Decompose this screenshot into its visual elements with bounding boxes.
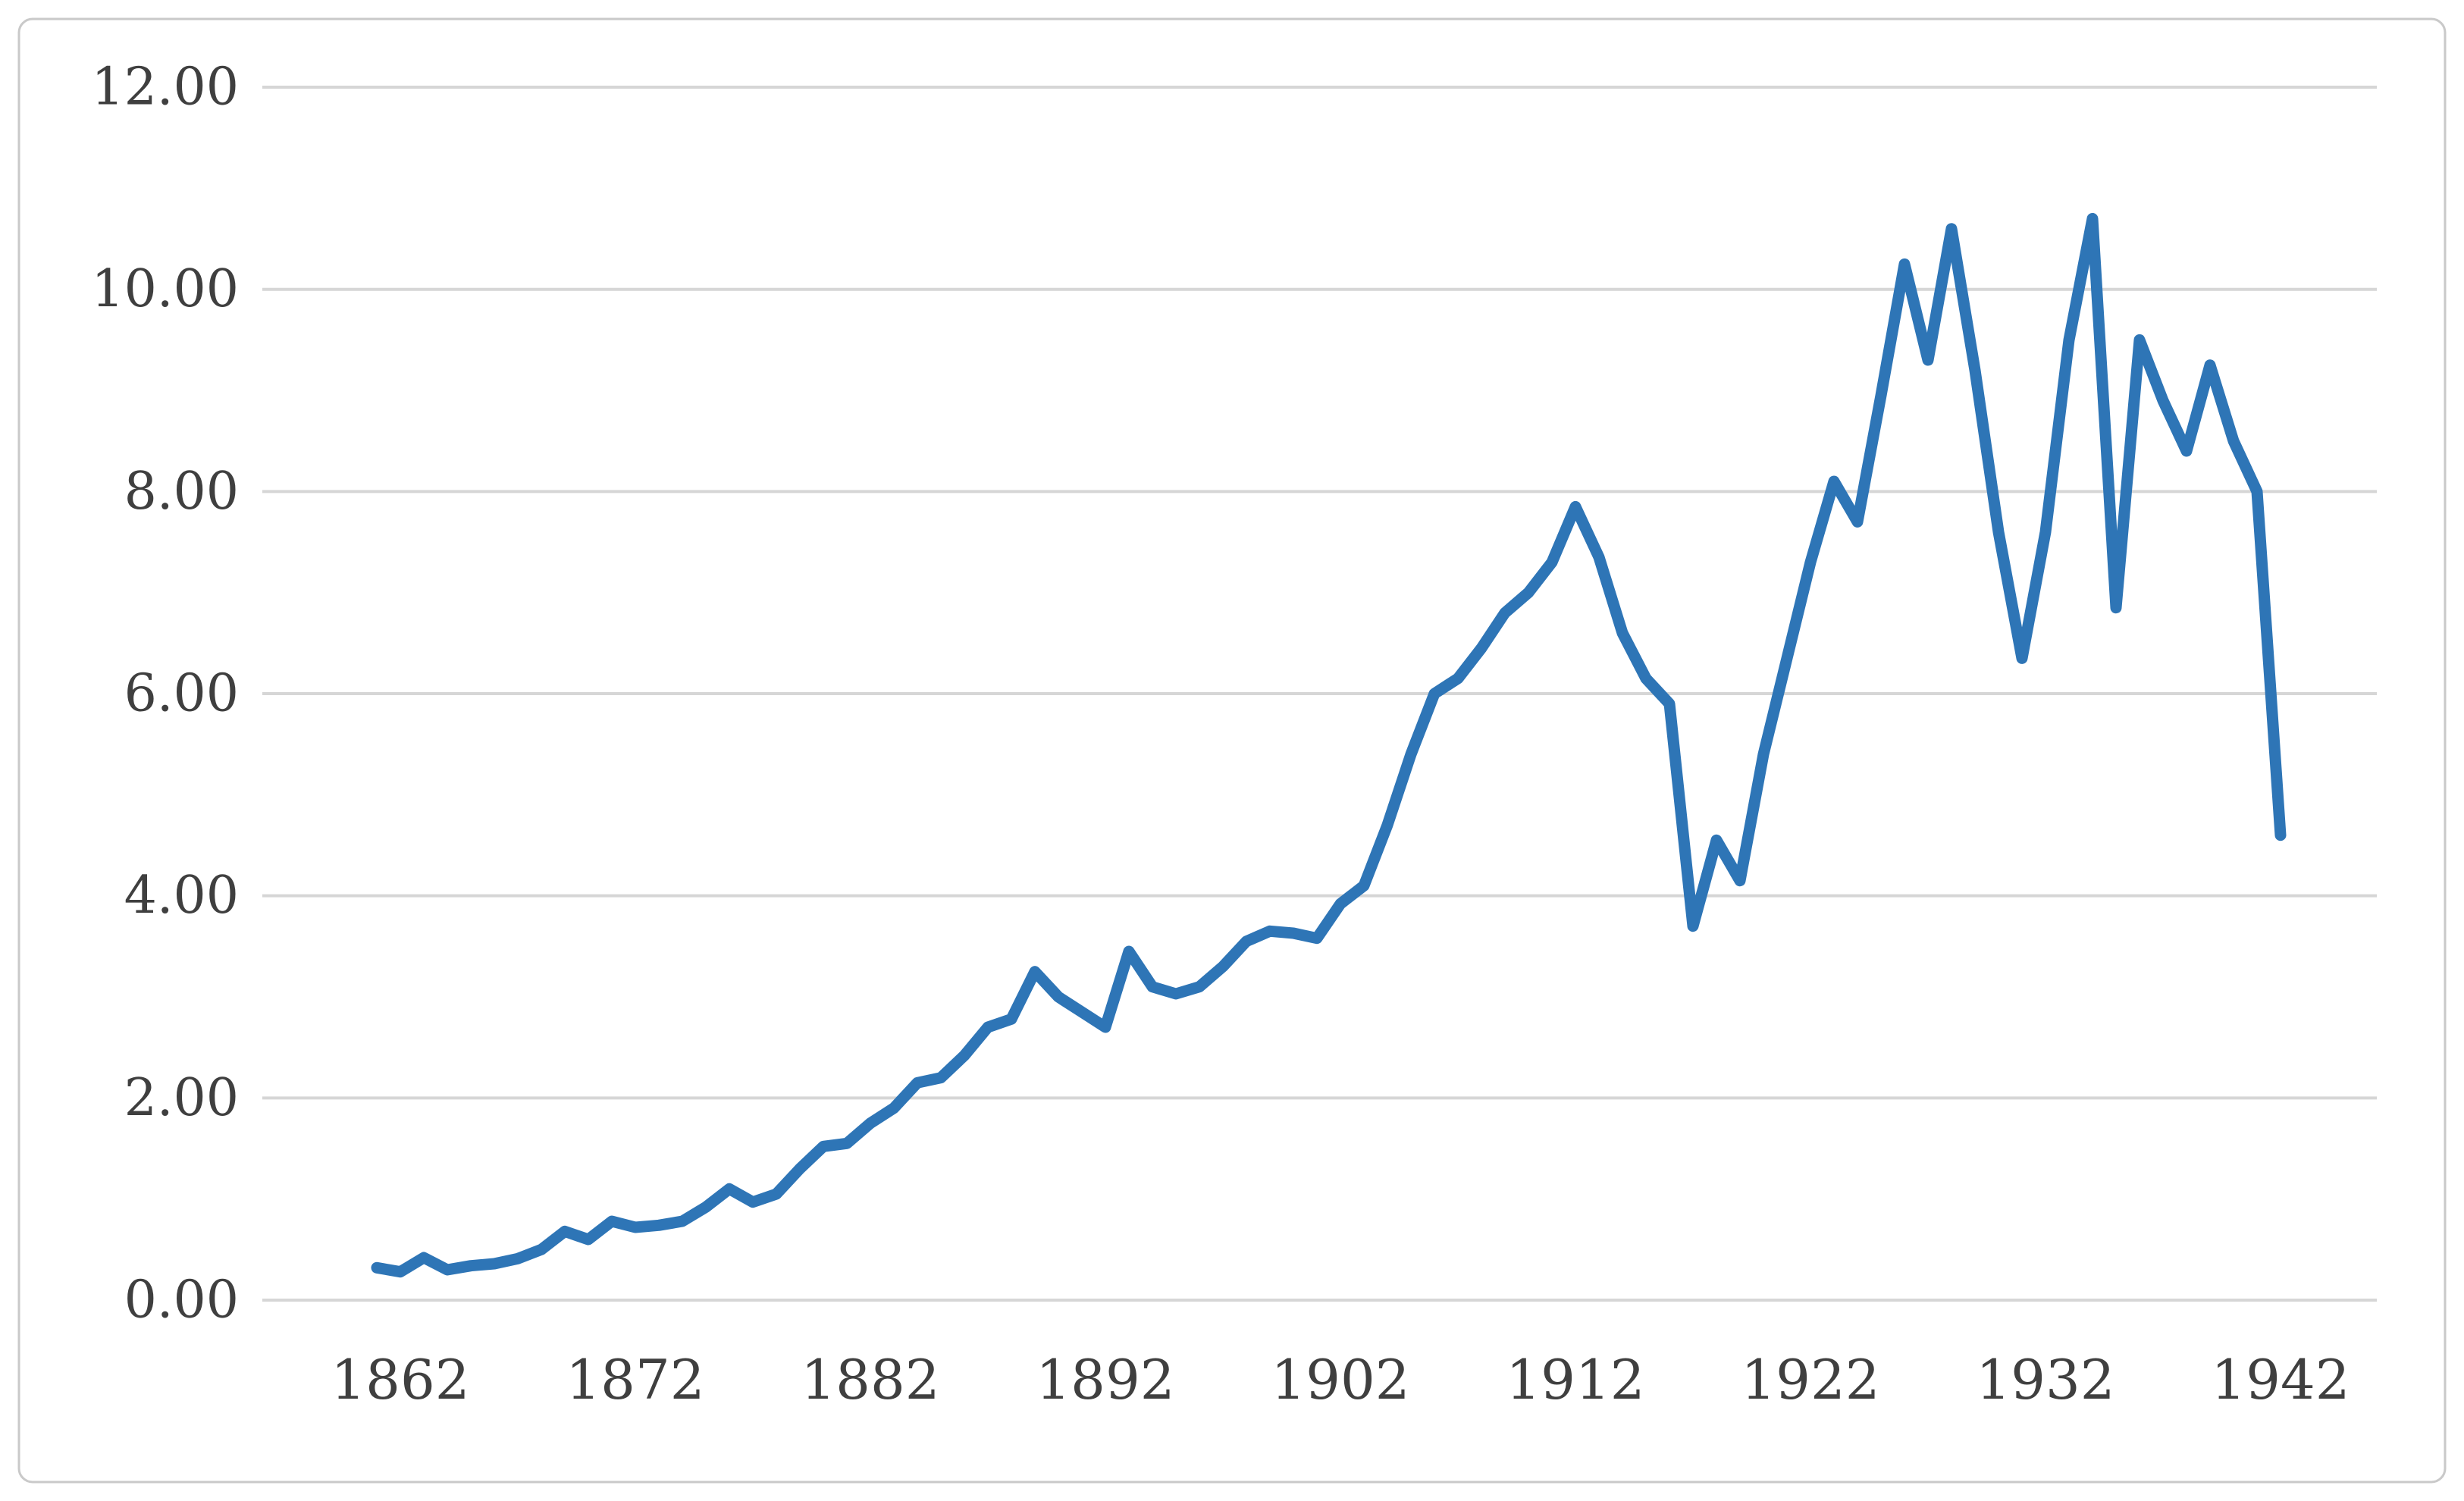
y-axis-tick-label: 8.00 bbox=[124, 462, 239, 522]
x-axis-tick-label: 1862 bbox=[331, 1348, 469, 1412]
x-axis-labels-group: 1862 1872 1882 1892 1902 1912 1922 1932 1942 bbox=[331, 1348, 2350, 1412]
x-axis-tick-label: 1902 bbox=[1271, 1348, 1409, 1412]
x-axis-tick-label: 1912 bbox=[1506, 1348, 1644, 1412]
y-axis-labels-group: 0.00 2.00 4.00 6.00 8.00 10.00 12.00 bbox=[91, 58, 239, 1330]
y-axis-tick-label: 12.00 bbox=[91, 58, 239, 118]
y-axis-tick-label: 2.00 bbox=[124, 1068, 239, 1128]
x-axis-tick-label: 1932 bbox=[1976, 1348, 2114, 1412]
x-axis-tick-label: 1892 bbox=[1036, 1348, 1174, 1412]
x-axis-tick-label: 1872 bbox=[566, 1348, 704, 1412]
x-axis-tick-label: 1922 bbox=[1741, 1348, 1879, 1412]
x-axis-tick-label: 1942 bbox=[2211, 1348, 2350, 1412]
x-axis-tick-label: 1882 bbox=[801, 1348, 939, 1412]
chart-border bbox=[17, 17, 2447, 1484]
y-axis-tick-label: 10.00 bbox=[91, 259, 239, 319]
y-axis-tick-label: 6.00 bbox=[124, 664, 239, 724]
y-axis-tick-label: 0.00 bbox=[124, 1271, 239, 1330]
y-axis-tick-label: 4.00 bbox=[124, 866, 239, 926]
data-series-line bbox=[371, 212, 2287, 1278]
gridlines-group bbox=[262, 86, 2377, 1302]
